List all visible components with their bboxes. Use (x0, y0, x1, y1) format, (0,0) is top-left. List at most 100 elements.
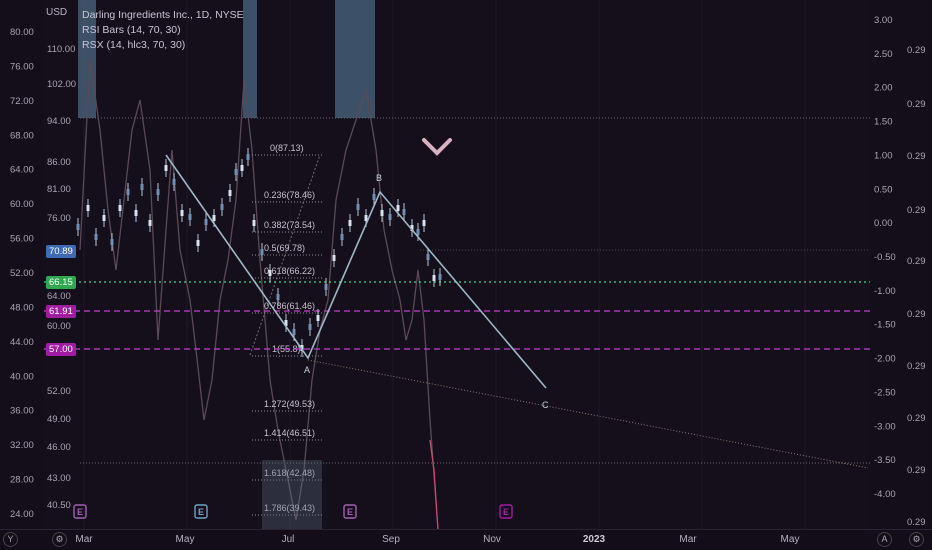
rsi-overbought-area (335, 0, 375, 118)
candle-body (300, 345, 304, 351)
candle-body (156, 189, 160, 195)
candle-body (212, 215, 216, 221)
settings-gear-icon[interactable]: ⚙ (52, 532, 67, 547)
rsi-axis-tick: 44.00 (10, 337, 34, 348)
rsi-axis-panel (0, 0, 44, 530)
candle-body (204, 219, 208, 225)
pattern-point-b: B (376, 173, 382, 183)
rsi-axis-tick: 72.00 (10, 96, 34, 107)
price-axis-tick: 81.00 (47, 184, 71, 195)
far-right-tick: 0.29 (907, 465, 926, 476)
pattern-point-a: A (304, 365, 310, 375)
candle-body (86, 205, 90, 211)
y-axis-toggle[interactable]: Y (3, 532, 18, 547)
price-axis-tick: 40.50 (47, 500, 71, 511)
candle-body (388, 214, 392, 220)
plot-background (0, 0, 932, 530)
candle-body (438, 274, 442, 280)
far-right-tick: 0.29 (907, 413, 926, 424)
legend: Darling Ingredients Inc., 1D, NYSE RSI B… (82, 8, 244, 53)
rsi-axis-tick: 68.00 (10, 130, 34, 141)
fib-level-label: 0.5(69.78) (264, 243, 305, 253)
far-right-tick: 0.29 (907, 151, 926, 162)
candle-body (94, 234, 98, 240)
rsx-oscillator-line (79, 59, 439, 531)
symbol-title[interactable]: Darling Ingredients Inc., 1D, NYSE (82, 9, 244, 21)
candle-body (372, 194, 376, 200)
candle-body (134, 210, 138, 216)
rsx-axis-tick: -1.50 (874, 320, 896, 331)
far-right-tick: 0.29 (907, 309, 926, 320)
rsx-axis-tick: 0.50 (874, 184, 893, 195)
earnings-marker (343, 504, 357, 519)
rsi-axis-tick: 36.00 (10, 406, 34, 417)
price-axis-tick: 60.00 (47, 321, 71, 332)
rsi-axis-tick: 64.00 (10, 165, 34, 176)
time-label: May (175, 534, 195, 545)
price-axis-tick: 52.00 (47, 386, 71, 397)
fib-level-label: 0.382(73.54) (264, 220, 315, 230)
indicator-rsi-bars[interactable]: RSI Bars (14, 70, 30) (82, 24, 181, 36)
candle-body (426, 254, 430, 260)
candle-body (110, 239, 114, 245)
time-label: Mar (75, 534, 93, 545)
abc-pattern-line (165, 154, 547, 389)
rsi-axis-tick: 48.00 (10, 302, 34, 313)
candle-body (416, 229, 420, 235)
earnings-marker (73, 504, 87, 519)
rsi-axis-tick: 24.00 (10, 509, 34, 520)
earnings-marker-label: E (77, 507, 83, 517)
rsi-axis-tick: 76.00 (10, 61, 34, 72)
rsx-axis-tick: -2.50 (874, 387, 896, 398)
rsx-axis-tick: 2.00 (874, 83, 893, 94)
candle-body (402, 209, 406, 215)
candle-body (332, 255, 336, 261)
time-label: Jul (281, 534, 295, 545)
far-right-tick: 0.29 (907, 517, 926, 528)
rsx-axis-tick: -3.00 (874, 421, 896, 432)
rsi-axis-tick: 80.00 (10, 27, 34, 38)
candle-body (252, 220, 256, 226)
time-label: May (780, 534, 800, 545)
rsx-axis-tick: -0.50 (874, 252, 896, 263)
candle-body (164, 165, 168, 171)
rsi-axis-tick: 60.00 (10, 199, 34, 210)
time-axis[interactable]: Y ⚙ Mar May Jul Sep Nov 2023 Mar May A ⚙ (0, 529, 932, 550)
rsx-oversold-segment (429, 439, 439, 531)
candle-body (348, 220, 352, 226)
candle-body (126, 189, 130, 195)
price-tag-magenta-2: 57.00 (46, 343, 76, 356)
fib-level-label: 0(87.13) (270, 143, 304, 153)
time-label: Mar (679, 534, 697, 545)
candle-body (324, 284, 328, 290)
candle-body (228, 190, 232, 196)
candle-body (172, 179, 176, 185)
rsi-axis-tick: 52.00 (10, 268, 34, 279)
rsx-axis-tick: 1.00 (874, 150, 893, 161)
candle-body (76, 224, 80, 230)
candle-body (196, 240, 200, 246)
fib-level-label: 1.786(39.43) (264, 503, 315, 513)
candle-body (432, 275, 436, 281)
candle-body (188, 214, 192, 220)
far-right-tick: 0.29 (907, 205, 926, 216)
price-tag-current: 70.89 (46, 245, 76, 258)
chevron-down-icon (422, 138, 452, 156)
candle-body (340, 234, 344, 240)
settings-icon[interactable]: ⚙ (909, 532, 924, 547)
fib-level-label: 1.414(46.51) (264, 428, 315, 438)
candle-body (260, 249, 264, 255)
candle-body (240, 165, 244, 171)
rsi-axis-tick: 28.00 (10, 475, 34, 486)
rsi-axis-tick: 32.00 (10, 440, 34, 451)
auto-scale-button[interactable]: A (877, 532, 892, 547)
far-right-tick: 0.29 (907, 256, 926, 267)
candle-body (102, 215, 106, 221)
indicator-rsx[interactable]: RSX (14, hlc3, 70, 30) (82, 39, 186, 51)
rsi-axis-tick: 56.00 (10, 234, 34, 245)
fib-level-label: 0.786(61.46) (264, 301, 315, 311)
price-axis-tick: 43.00 (47, 473, 71, 484)
candle-body (220, 204, 224, 210)
